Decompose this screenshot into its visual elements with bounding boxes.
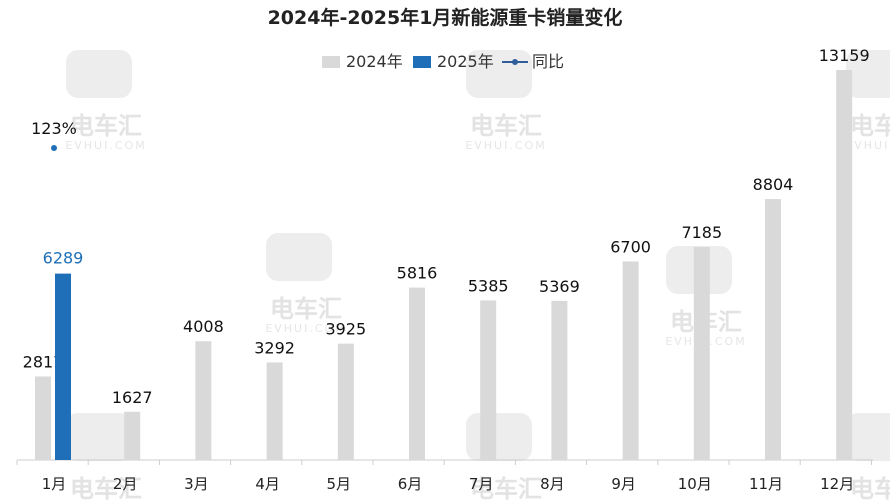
x-tick-label: 12月 <box>820 475 854 493</box>
data-label-2024: 13159 <box>819 46 870 65</box>
watermark-logo-icon <box>66 413 132 461</box>
watermark-sub-text: EVHUI.COM <box>465 139 546 152</box>
bar-2024 <box>765 199 781 461</box>
watermark-logo-icon <box>266 233 332 281</box>
watermark-logo-text: 电车汇 <box>70 112 142 140</box>
data-label-2024: 5816 <box>397 264 438 283</box>
watermark-logo-icon <box>66 50 132 98</box>
bar-2024 <box>480 300 497 460</box>
data-label-2024: 2817 <box>23 353 64 372</box>
bar-2024 <box>409 287 425 460</box>
watermark-logo-icon <box>846 413 890 461</box>
bar-2024 <box>266 362 283 460</box>
legend-label-yoy: 同比 <box>532 52 564 71</box>
watermark-logo-text: 电车汇 <box>470 112 542 140</box>
bar-2024 <box>35 376 51 460</box>
bar-2024 <box>124 411 141 460</box>
watermark-logo-text: 电车汇 <box>70 475 142 503</box>
bar-2024 <box>337 343 354 460</box>
bar-2024 <box>622 261 639 460</box>
x-tick-label: 11月 <box>749 475 783 493</box>
x-tick-label: 10月 <box>678 475 712 493</box>
data-label-2024: 5385 <box>468 276 509 295</box>
data-label-2024: 5369 <box>539 277 580 296</box>
data-label-2024: 3925 <box>325 320 366 339</box>
bar-2024 <box>693 247 710 460</box>
plot-area: 1月 2817 6289 123% 2月 1627 3月 4008 4月 3292 5月 3925 6月… <box>16 46 873 493</box>
legend-swatch-2025 <box>413 56 431 68</box>
legend: 2024年 2025年 同比 <box>322 52 564 71</box>
x-tick-label: 4月 <box>255 475 280 493</box>
legend-marker-yoy <box>512 59 518 65</box>
bar-2024 <box>195 341 212 460</box>
legend-label-2025: 2025年 <box>437 52 494 71</box>
x-tick-label: 6月 <box>398 475 423 493</box>
legend-swatch-2024 <box>322 56 340 68</box>
x-tick-label: 5月 <box>327 475 352 493</box>
yoy-marker <box>51 145 57 151</box>
legend-label-2024: 2024年 <box>346 52 403 71</box>
x-tick-label: 7月 <box>469 475 494 493</box>
watermark-sub-text: EVHUI.COM <box>265 322 346 335</box>
watermark-logo-text: 电车汇 <box>470 475 542 503</box>
watermark-sub-text: EVHUI.COM <box>845 139 890 152</box>
watermark-logo-icon <box>466 413 532 461</box>
bar-2025 <box>55 273 71 460</box>
watermark-logo-text: 电车汇 <box>850 112 890 140</box>
x-tick-label: 8月 <box>540 475 565 493</box>
watermark-logo-text: 电车汇 <box>850 475 890 503</box>
data-label-2024: 1627 <box>112 388 153 407</box>
chart-title: 2024年-2025年1月新能源重卡销量变化 <box>268 6 623 29</box>
watermark-logo-icon <box>846 50 890 98</box>
x-tick-label: 2月 <box>113 475 138 493</box>
data-label-2024: 4008 <box>183 317 224 336</box>
bar-2024 <box>836 70 853 460</box>
data-label-2024: 8804 <box>753 175 794 194</box>
data-label-2024: 3292 <box>254 338 295 357</box>
x-tick-label: 3月 <box>184 475 209 493</box>
watermark-logo-text: 电车汇 <box>270 295 342 323</box>
data-label-2024: 7185 <box>681 223 722 242</box>
x-tick-label: 9月 <box>611 475 636 493</box>
data-label-2024: 6700 <box>610 237 651 256</box>
watermark-sub-text: EVHUI.COM <box>65 139 146 152</box>
data-label-2025: 6289 <box>43 249 84 268</box>
yoy-label: 123% <box>31 119 77 138</box>
x-tick-label: 1月 <box>42 475 67 493</box>
bar-2024 <box>551 300 568 460</box>
